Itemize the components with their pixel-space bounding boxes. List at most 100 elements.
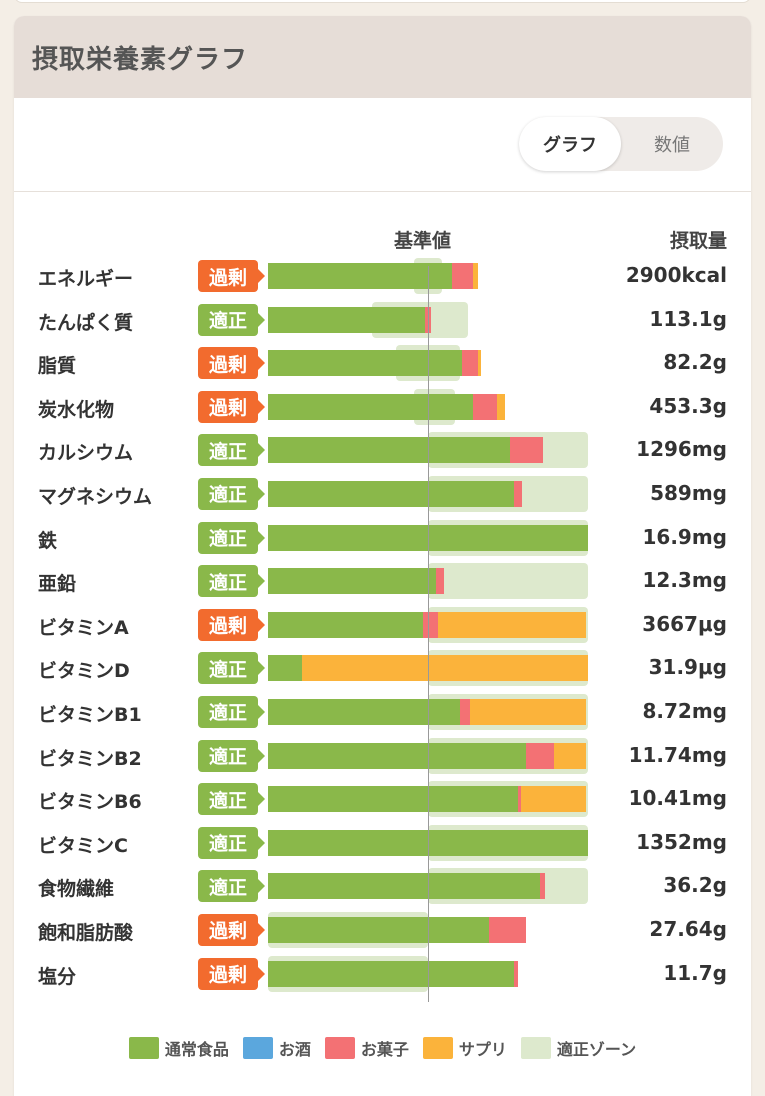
status-badge: 適正: [198, 477, 265, 510]
bar-track: [268, 475, 588, 512]
bar-segment-food: [268, 786, 518, 813]
nutrient-row: エネルギー 過剰 2900kcal: [14, 258, 751, 302]
nutrient-name: 食物繊維: [38, 878, 115, 901]
nutrient-name: ビタミンB2: [38, 747, 142, 770]
bar-segment-food: [268, 698, 460, 725]
legend-item: 通常食品: [128, 1036, 229, 1060]
legend-swatch: [324, 1037, 355, 1059]
bar-segment-snack: [460, 698, 470, 725]
view-toggle: グラフ 数値: [519, 117, 723, 171]
nutrient-name: 亜鉛: [38, 573, 77, 596]
intake-value: 12.3mg: [642, 568, 727, 593]
nutrient-row: たんぱく質 適正 113.1g: [14, 301, 751, 346]
nutrient-name: 炭水化物: [38, 398, 115, 421]
legend-label: サプリ: [458, 1040, 507, 1059]
legend-swatch: [128, 1037, 159, 1059]
intake-value: 16.9mg: [642, 524, 727, 549]
bar-segment-snack: [509, 437, 544, 464]
card-title: 摂取栄養素グラフ: [32, 44, 249, 75]
nutrient-row: カルシウム 適正 1296mg: [14, 432, 751, 476]
legend-item: 適正ゾーン: [520, 1036, 637, 1060]
nutrient-row: マグネシウム 適正 589mg: [14, 475, 751, 520]
intake-value: 11.7g: [663, 960, 727, 985]
bar-segment-snack: [514, 480, 523, 507]
nutrient-row: ビタミンB6 適正 10.41mg: [14, 781, 751, 825]
intake-value: 8.72mg: [642, 698, 727, 723]
divider: [14, 191, 751, 192]
status-badge: 適正: [198, 652, 265, 685]
bar-segment-snack: [461, 350, 478, 377]
status-badge: 適正: [198, 303, 265, 336]
nutrient-row: ビタミンD 適正 31.9μg: [14, 650, 751, 694]
previous-card-edge: [0, 0, 765, 8]
status-badge: 過剰: [198, 260, 265, 292]
status-badge: 過剰: [198, 608, 265, 641]
bar-segment-food: [268, 393, 473, 420]
nutrient-name: 鉄: [38, 529, 58, 552]
bar-segment-supplement: [301, 655, 588, 682]
bar-segment-food: [268, 568, 436, 595]
toggle-graph-button[interactable]: グラフ: [519, 117, 621, 171]
bar-segment-food: [268, 480, 515, 507]
intake-value: 1352mg: [636, 829, 727, 854]
nutrient-row: 炭水化物 過剰 453.3g: [14, 388, 751, 433]
bar-segment-supplement: [520, 786, 587, 813]
legend-label: 適正ゾーン: [556, 1040, 637, 1059]
nutrient-row: 塩分 過剰 11.7g: [14, 955, 751, 1000]
nutrient-row: ビタミンB1 適正 8.72mg: [14, 693, 751, 738]
bar-segment-supplement: [472, 263, 478, 289]
bar-segment-snack: [423, 611, 438, 638]
reference-column-label: 基準値: [394, 230, 452, 252]
legend-item: お酒: [242, 1036, 311, 1060]
status-badge: 適正: [198, 521, 265, 554]
bar-segment-snack: [514, 960, 518, 987]
card-header: 摂取栄養素グラフ: [14, 16, 751, 98]
intake-value: 82.2g: [663, 350, 727, 375]
toggle-number-button[interactable]: 数値: [654, 135, 690, 156]
bar-segment-snack: [488, 916, 526, 943]
bar-segment-food: [268, 916, 489, 943]
intake-value: 31.9μg: [648, 655, 727, 680]
bar-track: [268, 258, 588, 294]
bar-track: [268, 955, 588, 992]
legend: 通常食品 お酒 お菓子 サプリ 適正ゾーン: [14, 1036, 751, 1060]
zone-band: [428, 563, 588, 600]
nutrient-row: 鉄 適正 16.9mg: [14, 519, 751, 564]
intake-column-label: 摂取量: [669, 230, 727, 252]
legend-swatch: [242, 1037, 273, 1059]
legend-swatch: [520, 1037, 551, 1059]
nutrient-graph-card: 摂取栄養素グラフ グラフ 数値 基準値 摂取量 エネルギー 過剰 2900kcal た…: [14, 16, 751, 1096]
nutrient-name: マグネシウム: [38, 485, 153, 508]
bar-segment-supplement: [496, 393, 505, 420]
bar-segment-snack: [424, 306, 432, 333]
bar-segment-food: [268, 611, 424, 638]
legend-item: サプリ: [422, 1036, 507, 1060]
status-badge: 適正: [198, 783, 265, 816]
legend-label: お酒: [278, 1040, 311, 1059]
status-badge: 適正: [198, 739, 265, 772]
bar-segment-snack: [452, 263, 473, 289]
bar-segment-snack: [436, 568, 444, 595]
nutrient-name: ビタミンA: [38, 616, 129, 639]
nutrient-row: 亜鉛 適正 12.3mg: [14, 563, 751, 607]
bar-segment-snack: [525, 742, 555, 769]
bar-track: [268, 650, 588, 687]
bar-segment-supplement: [469, 698, 587, 725]
nutrient-row: 飽和脂肪酸 過剰 27.64g: [14, 911, 751, 956]
bar-track: [268, 432, 588, 469]
bar-track: [268, 781, 588, 818]
intake-value: 2900kcal: [625, 263, 727, 287]
intake-value: 113.1g: [649, 306, 727, 331]
bar-track: [268, 911, 588, 948]
legend-item: お菓子: [324, 1036, 409, 1060]
nutrient-name: 飽和脂肪酸: [38, 921, 134, 944]
bar-segment-supplement: [477, 350, 481, 377]
nutrient-row: ビタミンB2 適正 11.74mg: [14, 737, 751, 782]
legend-label: お菓子: [360, 1040, 409, 1059]
bar-segment-snack: [540, 873, 545, 900]
reference-line: [428, 266, 429, 1002]
intake-value: 27.64g: [649, 916, 727, 941]
nutrient-row: 脂質 過剰 82.2g: [14, 345, 751, 389]
bar-segment-food: [268, 437, 510, 464]
legend-swatch: [422, 1037, 453, 1059]
